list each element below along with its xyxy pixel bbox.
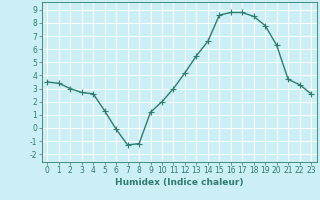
X-axis label: Humidex (Indice chaleur): Humidex (Indice chaleur) bbox=[115, 178, 244, 187]
